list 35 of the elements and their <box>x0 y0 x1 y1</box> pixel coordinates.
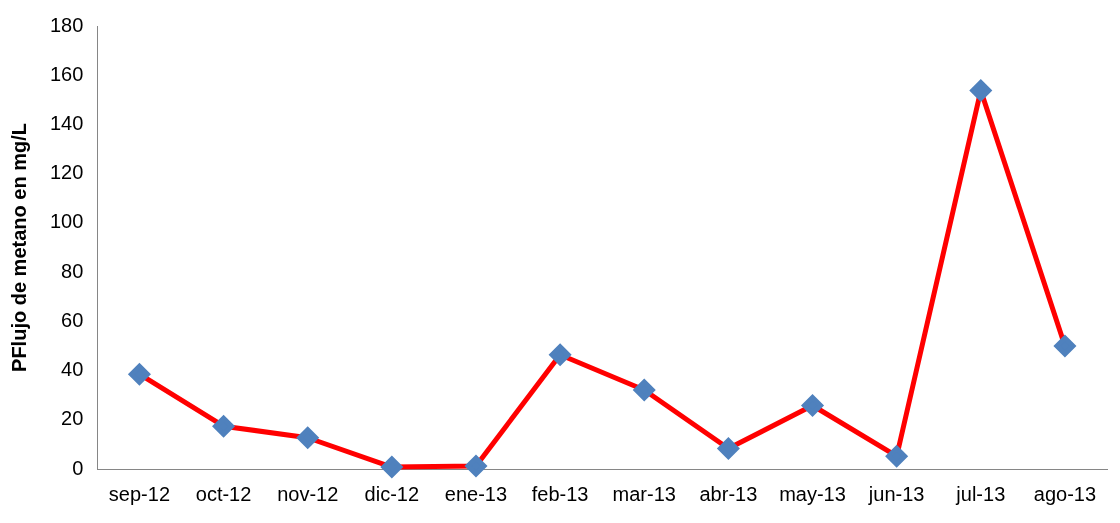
point <box>802 395 824 416</box>
point <box>381 456 403 478</box>
point <box>297 427 319 449</box>
x-tick-label: sep-12 <box>108 482 171 505</box>
x-tick-label: may-13 <box>779 482 846 505</box>
y-tick-label: 0 <box>72 456 84 479</box>
y-tick-label: 120 <box>49 161 84 184</box>
x-tick-label: jun-13 <box>867 482 925 505</box>
point <box>633 379 655 401</box>
y-tick-label: 20 <box>61 407 84 430</box>
x-tick-label: nov-12 <box>277 482 339 505</box>
y-tick-label: 40 <box>61 358 84 381</box>
x-tick-label: dic-12 <box>364 482 420 505</box>
point <box>717 438 739 460</box>
y-tick-label: 140 <box>49 111 84 134</box>
point <box>1054 335 1076 357</box>
y-tick-label: 80 <box>61 259 84 282</box>
x-tick-label: ene-13 <box>444 482 508 505</box>
x-tick-label: feb-13 <box>531 482 589 505</box>
point <box>213 415 235 437</box>
y-tick-label: 160 <box>49 62 84 85</box>
y-tick-label: 60 <box>61 308 84 331</box>
x-tick-label: jul-13 <box>955 482 1006 505</box>
x-tick-label: abr-13 <box>699 482 758 505</box>
y-tick-label: 180 <box>49 13 84 36</box>
y-axis-title: PFlujo de metano en mg/L <box>7 123 30 372</box>
y-tick-label: 100 <box>49 210 84 233</box>
point <box>549 344 571 366</box>
point <box>970 79 992 101</box>
x-tick-label: mar-13 <box>612 482 676 505</box>
x-tick-label: oct-12 <box>195 482 252 505</box>
point <box>465 455 487 477</box>
point <box>886 445 908 467</box>
x-tick-label: ago-13 <box>1033 482 1097 505</box>
point <box>128 363 150 385</box>
